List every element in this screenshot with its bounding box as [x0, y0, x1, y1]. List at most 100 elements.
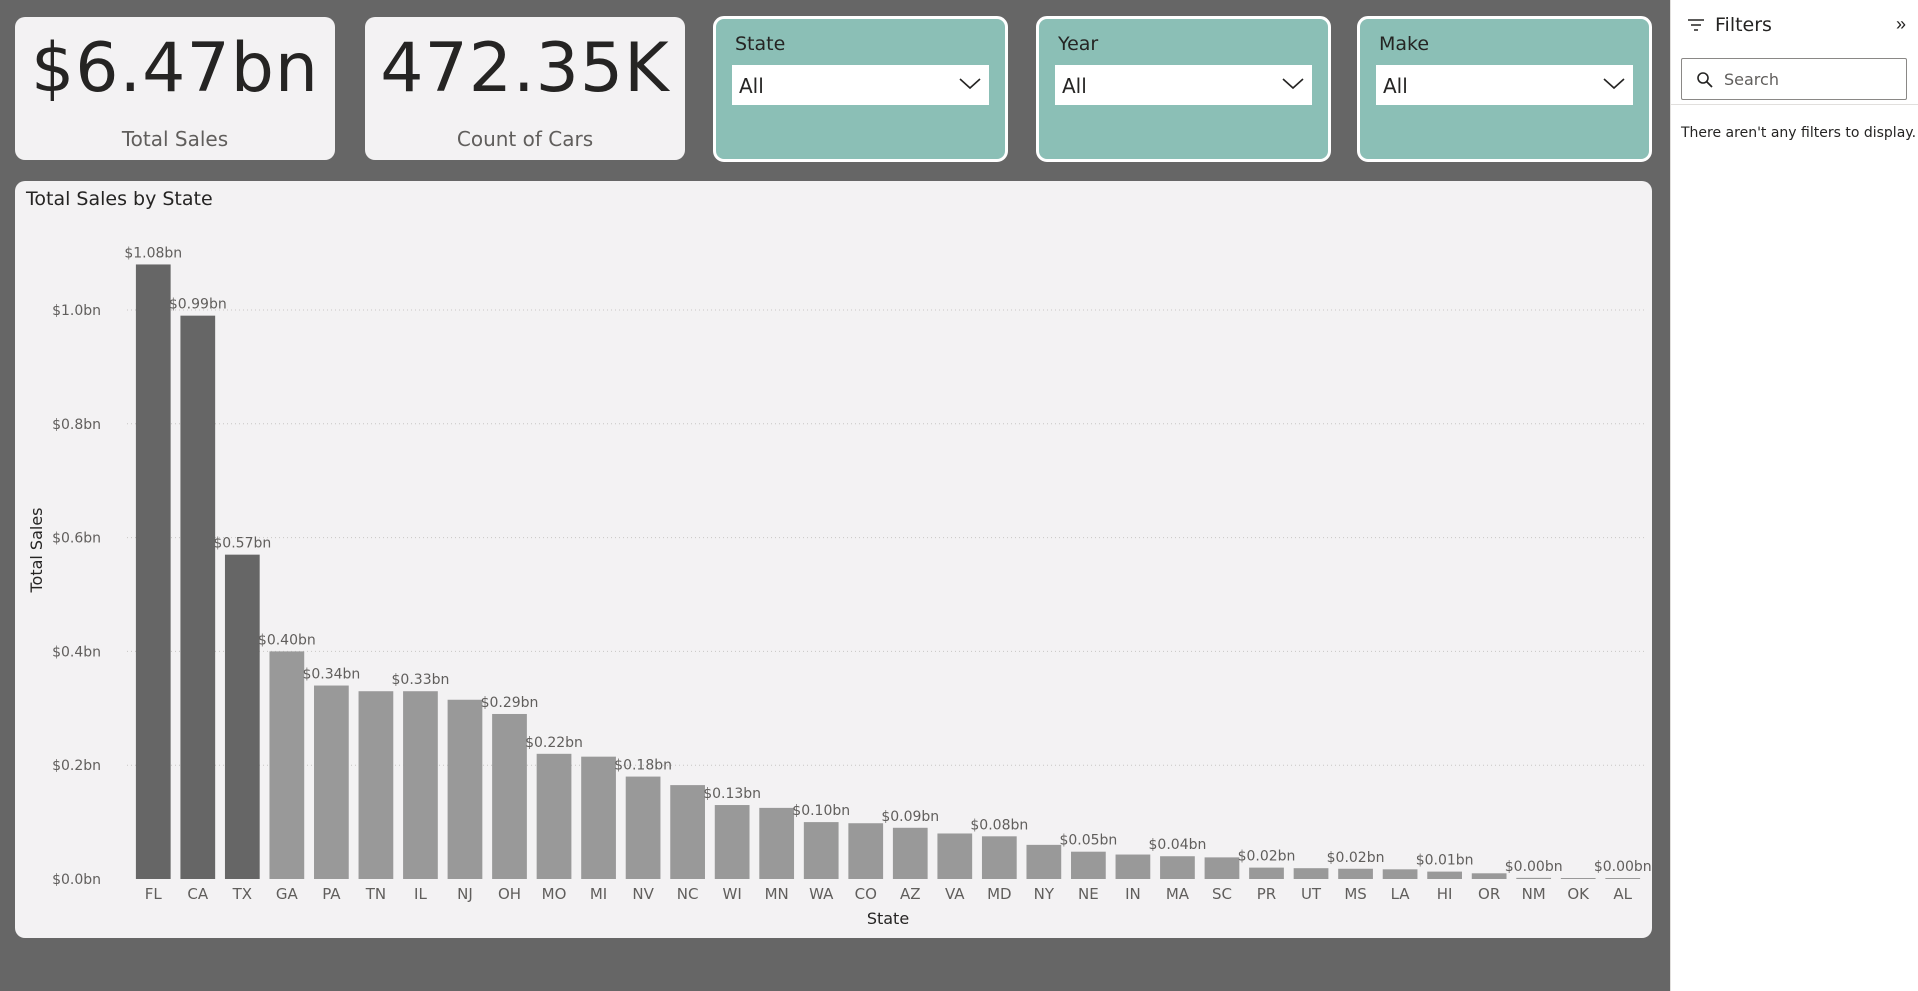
bar-pa	[314, 685, 349, 879]
bar-ut	[1293, 868, 1329, 879]
y-tick-label: $0.0bn	[52, 872, 101, 888]
data-label: $0.04bn	[1149, 837, 1207, 853]
bar-co	[848, 823, 884, 879]
report-canvas: $6.47bn Total Sales 472.35K Count of Car…	[0, 0, 1670, 991]
x-tick-label: FL	[145, 885, 163, 903]
x-tick-label: SC	[1212, 885, 1232, 903]
y-axis-label: Total Sales	[27, 507, 46, 593]
x-tick-label: GA	[276, 885, 299, 903]
bar-sc	[1204, 857, 1240, 879]
x-tick-label: IN	[1125, 885, 1141, 903]
bar-az	[892, 827, 928, 879]
search-icon	[1697, 72, 1713, 88]
x-tick-label: TX	[232, 885, 252, 903]
bar-nc	[670, 785, 705, 879]
filter-search-input[interactable]	[1724, 67, 1894, 91]
x-tick-label: OH	[498, 885, 521, 903]
bar-chart-svg: Total Sales by State $0.0bn $0.2bn $0.4bn $0…	[25, 188, 1652, 928]
data-label: $0.22bn	[525, 735, 583, 751]
slicer-state-dropdown[interactable]: All	[732, 65, 989, 105]
x-tick-label: PA	[322, 885, 341, 903]
filters-pane: Filters » There aren't any filters to di…	[1670, 0, 1918, 991]
slicer-make-value: All	[1383, 74, 1408, 98]
slicer-year-dropdown[interactable]: All	[1055, 65, 1312, 105]
bar-or	[1471, 873, 1507, 879]
data-label: $0.40bn	[258, 632, 316, 648]
bar-mi	[581, 756, 616, 879]
slicer-make-dropdown[interactable]: All	[1376, 65, 1633, 105]
chart-title: Total Sales by State	[25, 188, 213, 210]
filters-divider	[1671, 104, 1918, 105]
data-label: $0.57bn	[213, 536, 271, 552]
bar-oh	[492, 713, 527, 879]
bar-md	[981, 836, 1017, 879]
x-tick-label: WI	[723, 885, 742, 903]
bar-tn	[358, 691, 394, 879]
data-label: $1.08bn	[124, 245, 182, 261]
bar-mo	[536, 753, 572, 879]
y-tick-label: $0.2bn	[52, 758, 101, 774]
filter-search-box[interactable]	[1681, 58, 1907, 100]
x-tick-label: NY	[1034, 885, 1055, 903]
chart-total-sales-by-state[interactable]: Total Sales by State $0.0bn $0.2bn $0.4bn $0…	[15, 181, 1652, 938]
x-tick-label: CA	[187, 885, 208, 903]
data-label: $0.99bn	[169, 297, 227, 313]
x-tick-label: UT	[1301, 885, 1322, 903]
slicer-state: State All	[713, 16, 1008, 162]
slicer-state-title: State	[735, 33, 786, 55]
y-tick-label: $0.8bn	[52, 417, 101, 433]
x-tick-label: WA	[809, 885, 834, 903]
kpi-count-of-cars-value: 472.35K	[380, 29, 670, 108]
bar-nv	[625, 776, 661, 879]
x-tick-label: TN	[365, 885, 386, 903]
slicer-make-title: Make	[1379, 33, 1430, 55]
x-tick-label: OK	[1567, 885, 1590, 903]
data-label: $0.09bn	[881, 809, 939, 825]
x-tick-label: IL	[414, 885, 427, 903]
y-tick-label: $0.4bn	[52, 644, 101, 660]
bar-fl	[135, 264, 171, 880]
x-tick-label: NE	[1078, 885, 1099, 903]
bar-in	[1115, 854, 1151, 879]
x-tick-label: MN	[765, 885, 789, 903]
data-label: $0.29bn	[481, 695, 539, 711]
data-label: $0.00bn	[1505, 859, 1563, 875]
slicer-year: Year All	[1036, 16, 1331, 162]
bar-hi	[1427, 871, 1462, 879]
bar-mn	[759, 807, 795, 879]
data-label: $0.13bn	[703, 786, 761, 802]
bar-ca	[180, 315, 216, 879]
data-label: $0.10bn	[792, 803, 850, 819]
data-label: $0.02bn	[1238, 849, 1296, 865]
kpi-card-total-sales[interactable]: $6.47bn Total Sales	[15, 17, 335, 160]
y-tick-label: $1.0bn	[52, 303, 101, 319]
bar-nj	[447, 699, 483, 879]
data-label: $0.18bn	[614, 758, 672, 774]
kpi-total-sales-label: Total Sales	[121, 127, 229, 151]
bar-wi	[714, 805, 750, 879]
collapse-pane-icon[interactable]: »	[1895, 14, 1906, 34]
bar-ne	[1071, 851, 1106, 879]
kpi-total-sales-value: $6.47bn	[31, 29, 319, 108]
x-tick-label: NJ	[457, 885, 473, 903]
bar-pr	[1249, 867, 1284, 879]
x-tick-label: MO	[542, 885, 567, 903]
x-tick-label: MI	[590, 885, 607, 903]
slicer-year-value: All	[1062, 74, 1087, 98]
x-tick-label: OR	[1478, 885, 1500, 903]
bar-nm	[1516, 877, 1552, 879]
bar-ms	[1338, 868, 1373, 879]
data-label: $0.02bn	[1327, 850, 1385, 866]
bar-ok	[1560, 878, 1596, 879]
kpi-card-count-of-cars[interactable]: 472.35K Count of Cars	[365, 17, 685, 160]
x-tick-label: AL	[1613, 885, 1632, 903]
x-tick-label: PR	[1257, 885, 1276, 903]
kpi-count-of-cars-label: Count of Cars	[456, 127, 594, 151]
bar-ga	[269, 651, 305, 879]
chevron-down-icon	[1282, 78, 1304, 90]
x-tick-label: HI	[1437, 885, 1453, 903]
bar-ma	[1160, 856, 1195, 879]
x-tick-label: AZ	[900, 885, 921, 903]
slicer-year-title: Year	[1058, 33, 1099, 55]
y-tick-label: $0.6bn	[52, 531, 101, 547]
